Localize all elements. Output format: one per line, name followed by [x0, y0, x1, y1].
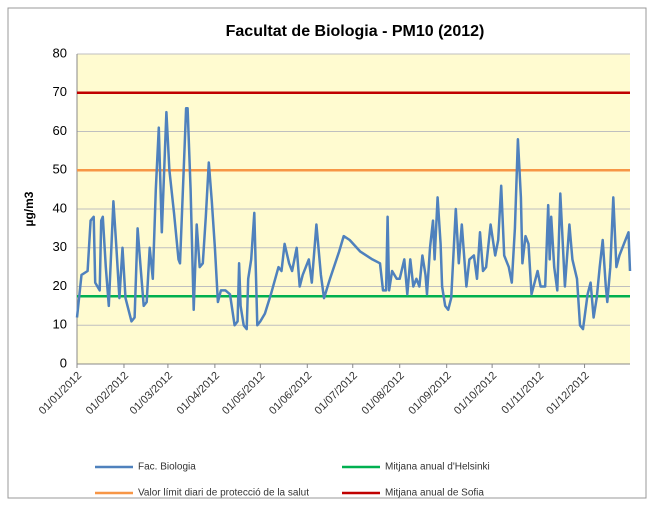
y-tick-label: 0	[60, 355, 67, 370]
y-tick-label: 80	[53, 45, 67, 60]
legend-label: Mitjana anual de Sofia	[385, 488, 484, 499]
legend-label: Mitjana anual d'Helsinki	[385, 462, 490, 473]
y-tick-label: 20	[53, 278, 67, 293]
chart-title: Facultat de Biologia - PM10 (2012)	[226, 23, 485, 40]
legend-label: Fac. Biologia	[138, 462, 196, 473]
y-tick-label: 50	[53, 162, 67, 177]
y-tick-label: 70	[53, 84, 67, 99]
data-line	[75, 107, 632, 331]
legend-label: Valor límit diari de protecció de la sal…	[138, 488, 309, 499]
y-tick-label: 60	[53, 123, 67, 138]
y-axis-label: µg/m3	[22, 191, 36, 226]
y-tick-label: 30	[53, 239, 67, 254]
y-tick-label: 40	[53, 200, 67, 215]
y-tick-label: 10	[53, 317, 67, 332]
